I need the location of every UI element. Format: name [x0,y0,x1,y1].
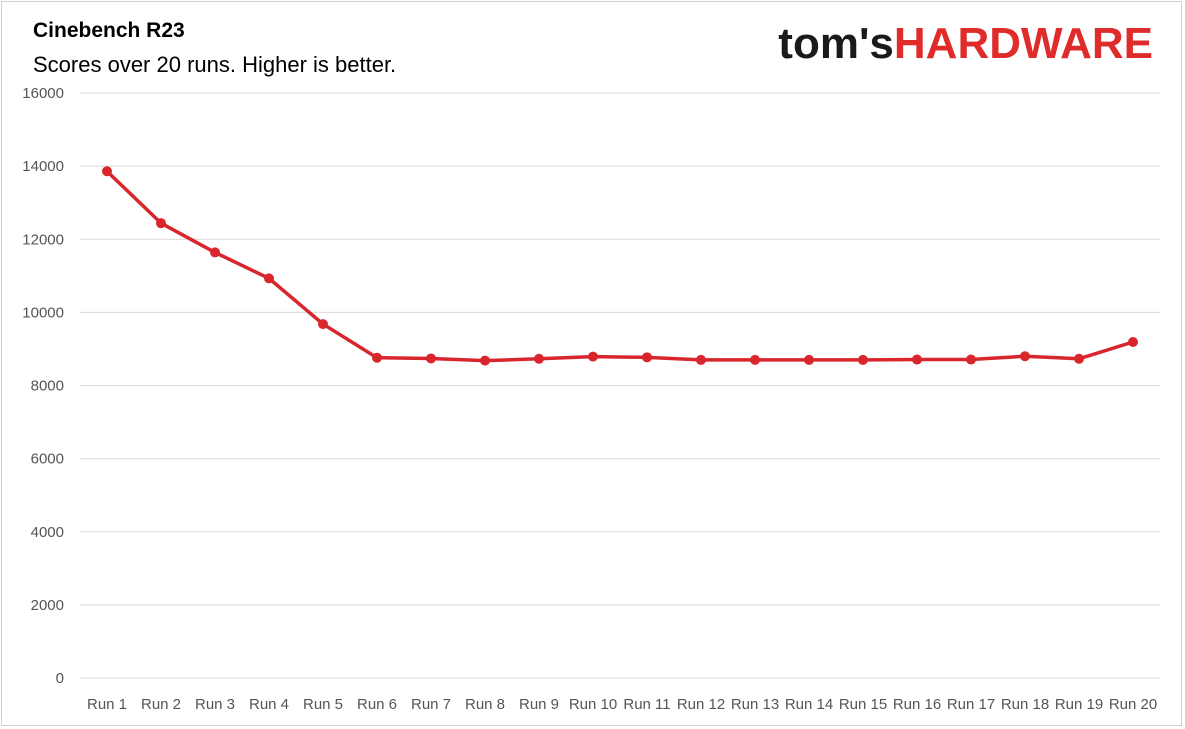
gridlines [80,92,1160,679]
x-tick-label: Run 6 [357,696,397,713]
y-tick-label: 14000 [22,158,64,175]
data-point-run-2 [156,218,166,229]
x-tick-label: Run 19 [1055,696,1103,713]
data-point-run-5 [318,319,328,330]
x-tick-label: Run 17 [947,696,995,713]
x-tick-label: Run 12 [677,696,725,713]
data-point-run-12 [696,354,706,365]
series-line [105,169,1134,363]
x-tick-label: Run 20 [1109,696,1157,713]
data-point-run-13 [750,354,760,365]
x-tick-label: Run 10 [569,696,617,713]
y-tick-label: 10000 [22,304,64,321]
data-point-run-3 [210,247,220,258]
data-point-run-18 [1020,351,1030,362]
x-tick-label: Run 18 [1001,696,1049,713]
chart-title: Cinebench R23 [33,19,185,42]
series-group [102,166,1138,366]
logo-part-toms: tom's [778,19,894,68]
data-point-run-20 [1128,336,1138,347]
y-tick-label: 2000 [31,597,64,614]
x-tick-label: Run 3 [195,696,235,713]
x-tick-label: Run 14 [785,696,833,713]
data-point-run-16 [912,354,922,365]
x-tick-label: Run 9 [519,696,559,713]
data-point-run-10 [588,351,598,362]
y-tick-label: 0 [56,670,64,687]
x-tick-label: Run 13 [731,696,779,713]
x-tick-label: Run 2 [141,696,181,713]
data-point-run-4 [264,273,274,284]
logo-part-hardware: HARDWARE [893,19,1153,68]
x-tick-label: Run 11 [623,696,670,713]
x-tick-label: Run 7 [411,696,451,713]
data-point-run-1 [102,166,112,177]
y-tick-label: 6000 [31,451,64,468]
data-point-run-17 [966,354,976,365]
data-point-run-8 [480,355,490,366]
y-axis-ticks: 0 2000 4000 6000 8000 10000 12000 14000 16000 [22,85,64,687]
x-tick-label: Run 8 [465,696,505,713]
y-tick-label: 16000 [22,85,64,102]
data-point-run-9 [534,353,544,364]
x-tick-label: Run 15 [839,696,887,713]
y-tick-label: 4000 [31,524,64,541]
x-axis-ticks: Run 1 Run 2 Run 3 Run 4 Run 5 Run 6 Run 7 Run 8… [87,696,1157,713]
data-point-run-6 [372,352,382,363]
y-tick-label: 8000 [31,378,64,395]
x-tick-label: Run 16 [893,696,941,713]
x-tick-label: Run 1 [87,696,127,713]
toms-hardware-logo: tom'sHARDWARE [778,18,1153,70]
data-point-run-14 [804,354,814,365]
x-tick-label: Run 5 [303,696,343,713]
data-point-run-19 [1074,353,1084,364]
chart-subtitle: Scores over 20 runs. Higher is better. [33,52,397,77]
y-tick-label: 12000 [22,231,64,248]
data-point-run-15 [858,354,868,365]
data-point-run-11 [642,352,652,363]
x-tick-label: Run 4 [249,696,289,713]
data-point-run-7 [426,353,436,364]
